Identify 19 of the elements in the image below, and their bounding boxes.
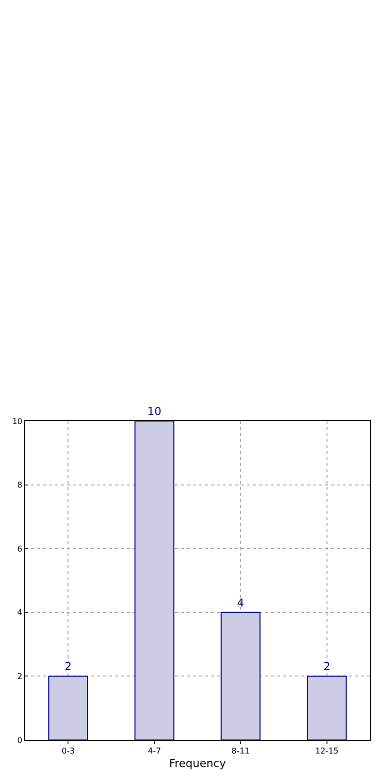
x-tick-label: 8-11 <box>232 746 250 756</box>
data-label: 10 <box>147 405 162 418</box>
bar <box>220 612 261 740</box>
x-tick-label: 0-3 <box>62 746 75 756</box>
data-label: 2 <box>323 660 330 674</box>
data-label: 2 <box>64 660 72 674</box>
y-tick-label: 10 <box>12 416 22 426</box>
y-tick-label: 4 <box>17 608 22 618</box>
bar <box>306 676 347 740</box>
bar <box>134 421 174 740</box>
x-tick-label: 12-15 <box>315 746 339 756</box>
data-label: 4 <box>237 596 244 610</box>
x-tick-label: 4-7 <box>148 746 161 756</box>
x-axis-title: Frequency <box>169 756 226 770</box>
y-tick-label: 0 <box>17 736 22 745</box>
y-tick-label: 8 <box>17 480 22 490</box>
y-tick-label: 2 <box>17 672 22 681</box>
y-tick-label: 6 <box>17 544 22 554</box>
bar <box>48 676 88 740</box>
